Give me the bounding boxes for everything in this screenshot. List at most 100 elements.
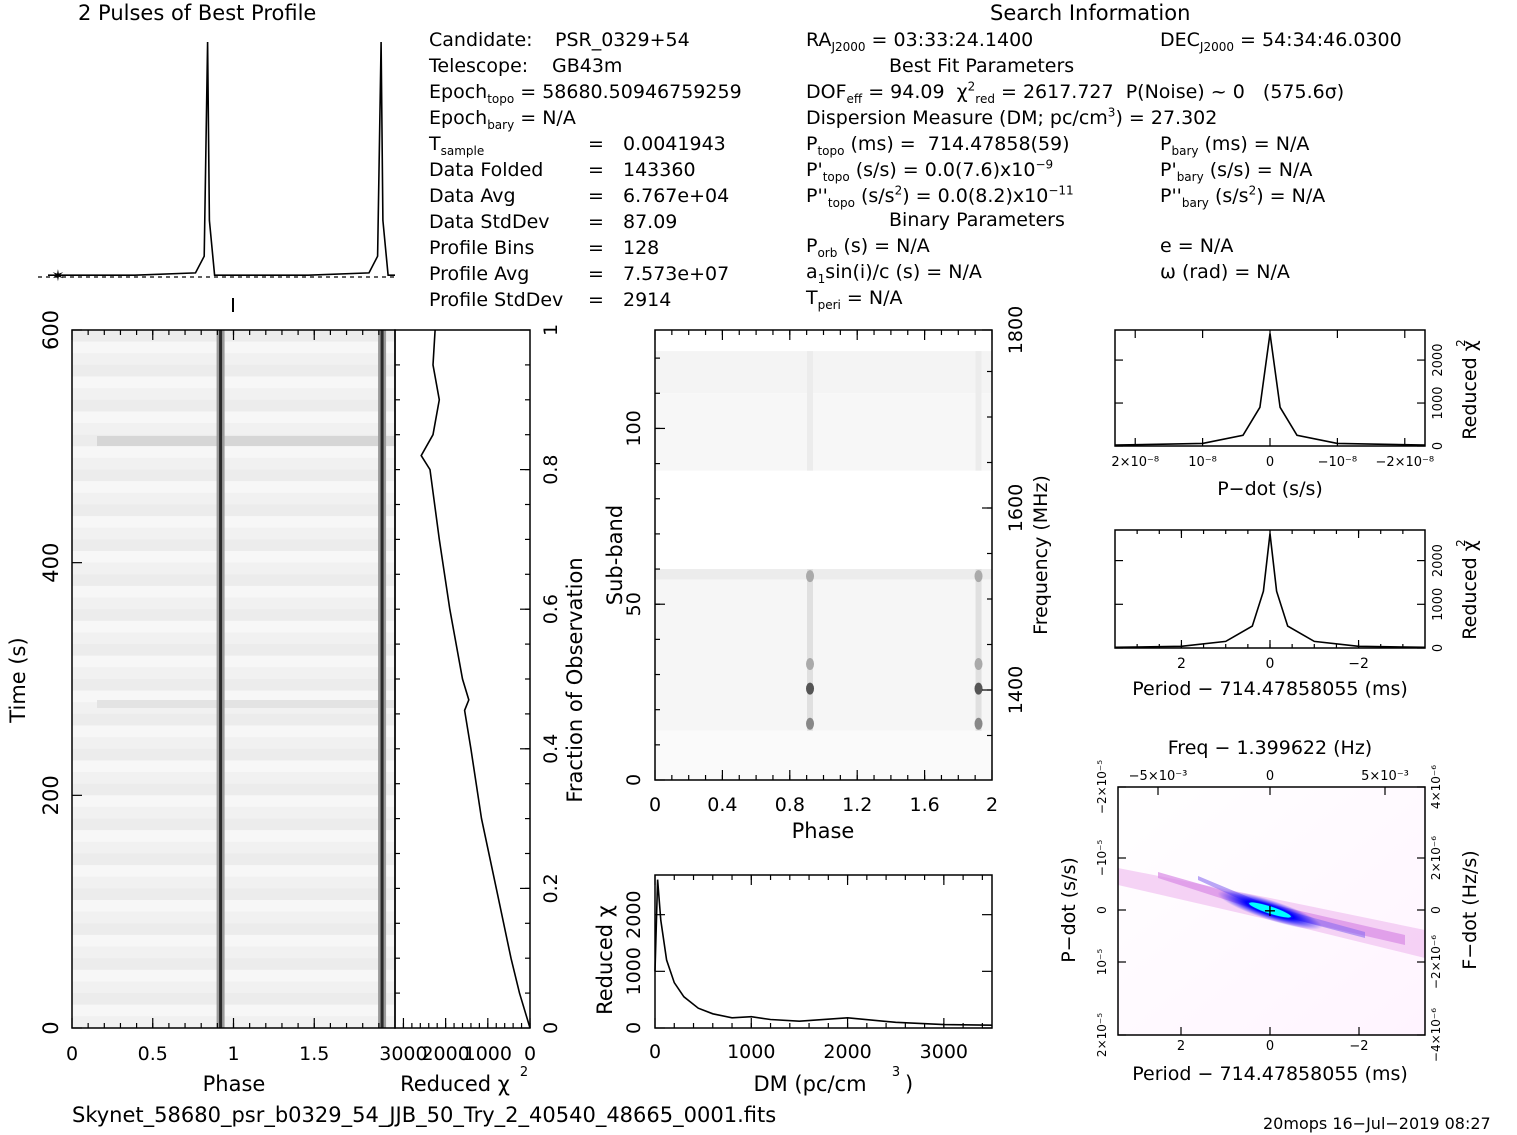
period-chi2-line xyxy=(1114,533,1426,649)
heatmap-row xyxy=(72,679,395,691)
ecc-line: e = N/A xyxy=(1160,235,1234,257)
best-fit-marker: + xyxy=(1263,901,1276,920)
dm-line: Dispersion Measure (DM; pc/cm3) = 27.302 xyxy=(806,105,1218,129)
stat-value: 2914 xyxy=(623,289,672,311)
heatmap-row xyxy=(72,632,395,645)
x-tick-label: 0 xyxy=(66,1043,78,1065)
profile-plot: ✶ xyxy=(38,41,395,312)
heatmap-band xyxy=(655,393,992,471)
x-axis-label: DM (pc/cm xyxy=(753,1072,866,1096)
epoch-bary: Epochbary = N/A xyxy=(429,107,576,132)
heatmap-row xyxy=(72,574,395,586)
heatmap-row xyxy=(72,620,395,633)
dm-text: Dispersion Measure (DM; pc/cm xyxy=(806,107,1108,129)
pulse-column xyxy=(975,351,982,471)
a1sini-value: N/A xyxy=(948,261,982,283)
y-tick-label: 2000 xyxy=(623,890,645,938)
pulse-spot xyxy=(806,657,815,670)
heatmap-row xyxy=(72,469,395,482)
x-axis-label: P−dot (s/s) xyxy=(1217,478,1323,500)
stat-equals: = xyxy=(588,237,604,259)
heatmap-row xyxy=(72,388,395,400)
pdd-bary-value: N/A xyxy=(1291,185,1326,207)
dec-value: 54:34:46.0300 xyxy=(1261,29,1402,51)
heatmap-band xyxy=(97,436,395,446)
x-tick-label: 1000 xyxy=(464,1043,512,1065)
y-axis-label: Sub-band xyxy=(603,505,627,605)
y-tick-label: 1000 xyxy=(623,947,645,995)
x-axis-label: Reduced χ xyxy=(400,1072,510,1096)
pdd-bary-line: P''bary (s/s2) = N/A xyxy=(1160,183,1326,210)
search-info-title: Search Information xyxy=(990,1,1191,25)
heatmap-row xyxy=(72,748,395,761)
y-tick-label: 2000 xyxy=(1431,344,1446,377)
y-tick-label: −2×10⁻⁵ xyxy=(1095,760,1109,814)
heatmap-row xyxy=(72,376,395,389)
heatmap-row xyxy=(72,1004,395,1017)
telescope-label: Telescope: xyxy=(429,55,529,77)
heatmap-band xyxy=(97,700,395,708)
pnoise: P(Noise) ~ 0 xyxy=(1125,81,1245,103)
footer-timestamp: 20mops 16−Jul−2019 08:27 xyxy=(1263,1114,1491,1133)
a1sini-line: a1sin(i)/c (s) = N/A xyxy=(806,261,982,286)
t-peri-value: N/A xyxy=(868,287,903,309)
x2-tick-label: 5×10⁻³ xyxy=(1361,769,1409,784)
pulse-column xyxy=(975,569,982,731)
x-tick-label: −2 xyxy=(1348,656,1369,672)
pd-topo-value: 0.0(7.6)x10 xyxy=(924,159,1036,181)
p-bary-line: Pbary (ms) = N/A xyxy=(1160,133,1310,158)
heatmap-row xyxy=(72,516,395,528)
plot-frame xyxy=(1114,529,1426,649)
heatmap-row xyxy=(72,853,395,866)
heatmap-row xyxy=(72,795,395,807)
y-axis-label: Time (s) xyxy=(6,637,30,723)
dof-line: DOFeff = 94.09 χ2red = 2617.727 P(Noise)… xyxy=(806,79,1345,106)
p-bary-value: N/A xyxy=(1275,133,1310,155)
heatmap-row xyxy=(72,446,395,458)
stat-equals: = xyxy=(588,263,604,285)
plot-frame xyxy=(654,874,993,1029)
heatmap-row xyxy=(72,667,395,679)
heatmap-row xyxy=(72,806,395,819)
y-tick-label: 0 xyxy=(623,774,645,786)
stat-label: Profile Bins xyxy=(429,237,535,259)
x-tick-label: 1000 xyxy=(727,1041,775,1063)
heatmap-row xyxy=(72,981,395,994)
heatmap-row xyxy=(72,527,395,540)
pdot-chi2-plot: 2×10⁻⁸ 10⁻⁸ 0 −10⁻⁸ −2×10⁻⁸ 0 1000 2000 P−dot (s… xyxy=(1111,329,1481,500)
plot-frame xyxy=(1117,786,1426,1036)
y-axis-label: Reduced χ xyxy=(1459,340,1481,439)
heatmap-row xyxy=(72,841,395,854)
ecc-value: N/A xyxy=(1199,235,1234,257)
t-peri-line: Tperi = N/A xyxy=(806,287,903,312)
period-chi2-plot: 2 0 −2 0 1000 2000 Period − 714.47858055 (ms) R… xyxy=(1114,529,1481,700)
heatmap-row xyxy=(72,958,395,970)
y-axis-label: P−dot (s/s) xyxy=(1058,857,1080,963)
x-tick-label: −10⁻⁸ xyxy=(1318,455,1358,470)
y-tick-label: −10⁻⁵ xyxy=(1095,840,1109,877)
y2-tick-label: 1400 xyxy=(1005,666,1027,714)
y-tick-label: 0.8 xyxy=(540,454,562,484)
stat-label: Tsample xyxy=(429,133,485,158)
pd-topo-exp: −9 xyxy=(1035,157,1054,172)
ra-line: RAJ2000 = 03:33:24.1400 xyxy=(806,29,1034,54)
x2-tick-label: 0 xyxy=(1266,769,1274,784)
heatmap-row xyxy=(72,551,395,563)
heatmap-row xyxy=(72,655,395,668)
stat-label: Profile StdDev xyxy=(429,289,564,311)
heatmap-band xyxy=(655,351,992,394)
pulse-column xyxy=(807,569,814,731)
y-axis-label: Reduced χ xyxy=(1459,540,1481,639)
y-tick-label: 100 xyxy=(623,410,645,446)
heatmap-row xyxy=(72,562,395,575)
sigma: (575.6σ) xyxy=(1262,81,1345,103)
heatmap-row xyxy=(72,900,395,912)
x-tick-label: 2 xyxy=(1177,1039,1185,1054)
heatmap-row xyxy=(72,411,395,424)
stat-equals: = xyxy=(588,159,604,181)
heatmap-row xyxy=(72,725,395,738)
x-tick-label: 10⁻⁸ xyxy=(1188,455,1217,470)
pdd-topo-line: P''topo (s/s2) = 0.0(8.2)x10−11 xyxy=(806,183,1074,210)
epoch-topo-value: 58680.50946759259 xyxy=(542,81,742,103)
